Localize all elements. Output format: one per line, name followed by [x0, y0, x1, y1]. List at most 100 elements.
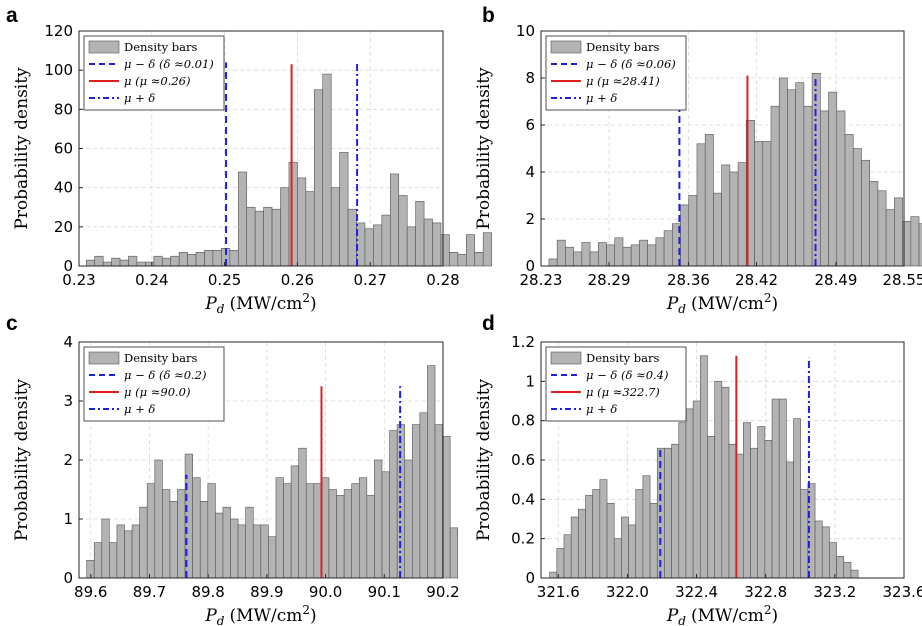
- histogram-bar: [389, 430, 398, 579]
- histogram-bar: [918, 223, 922, 267]
- histogram-bar: [102, 261, 112, 267]
- x-axis-label: Pd (MW/cm2): [204, 291, 316, 316]
- histogram-bar: [592, 489, 601, 579]
- histogram-bar: [128, 255, 138, 267]
- legend-swatch-bars: [88, 40, 120, 54]
- histogram-bar: [195, 251, 205, 267]
- histogram-bar: [894, 197, 903, 267]
- panel-b: 28.23 28.29 28.36 28.42 28.49 28.55 0 2 4 6 8 10 Pro…: [474, 22, 922, 316]
- histogram-bar: [275, 477, 284, 579]
- histogram-bar: [93, 542, 103, 579]
- histogram-bar: [680, 204, 690, 267]
- histogram-bar: [124, 530, 133, 579]
- histogram-bar: [94, 255, 104, 267]
- legend-label: μ (μ ≈90.0): [124, 385, 190, 399]
- histogram-bar: [153, 255, 163, 267]
- histogram-bar: [647, 244, 657, 267]
- histogram-bar: [793, 418, 802, 579]
- histogram-bar: [162, 489, 171, 579]
- histogram-bar: [628, 524, 637, 579]
- histogram-bar: [290, 465, 299, 579]
- histogram-bar: [358, 477, 368, 579]
- histogram-bar: [877, 190, 887, 267]
- histogram-bar: [642, 475, 651, 579]
- histogram-bar: [728, 443, 737, 579]
- x-tick-label: 89.8: [191, 583, 224, 601]
- histogram-bar: [178, 251, 188, 267]
- x-tick-label: 28.49: [814, 271, 857, 289]
- legend: Density bars μ − δ (δ ≈0.01) μ (μ ≈0.26) μ …: [83, 35, 225, 111]
- histogram-bar: [411, 424, 421, 579]
- histogram-bar: [482, 232, 492, 267]
- histogram-bar: [852, 148, 862, 267]
- y-tick-label: 0.4: [511, 490, 535, 508]
- histogram-bar: [635, 489, 644, 579]
- histogram-bar: [548, 258, 558, 267]
- histogram-bar: [613, 538, 622, 579]
- histogram-bar: [800, 489, 809, 579]
- y-tick-label: 2: [63, 451, 73, 469]
- histogram-bar: [597, 242, 607, 267]
- histogram-bar: [268, 536, 277, 579]
- histogram-bar: [910, 216, 920, 267]
- histogram-bar: [313, 483, 322, 579]
- legend-swatch-bars: [550, 40, 582, 54]
- histogram-bar: [366, 495, 375, 579]
- legend-swatch-bars: [88, 351, 120, 365]
- histogram-bar: [671, 443, 680, 579]
- histogram-bar: [347, 208, 357, 267]
- histogram-bar: [330, 187, 340, 267]
- histogram-bar: [664, 447, 672, 579]
- legend-label: μ + δ: [124, 402, 155, 416]
- histogram-bar: [764, 440, 773, 579]
- y-axis-label: Probability density: [474, 378, 494, 541]
- histogram-bar: [474, 251, 484, 267]
- panel-d: 321.6 322.0 322.4 322.8 323.2 323.6 0 0.2 0.4 0.6…: [474, 333, 922, 626]
- histogram-bar: [861, 159, 870, 267]
- legend-label: μ − δ (δ ≈0.2): [124, 368, 206, 382]
- x-tick-label: 0.25: [208, 271, 241, 289]
- y-tick-label: 3: [63, 392, 73, 410]
- histogram-bar: [563, 534, 572, 579]
- x-tick-label: 321.6: [537, 583, 580, 601]
- histogram-bar: [101, 518, 110, 579]
- histogram-bar: [254, 210, 264, 267]
- y-tick-label: 60: [54, 140, 73, 158]
- legend: Density bars μ − δ (δ ≈0.4) μ (μ ≈322.7) μ …: [545, 346, 687, 422]
- histogram-bar: [713, 192, 722, 267]
- y-tick-label: 1: [63, 510, 73, 528]
- histogram-bar: [655, 237, 665, 267]
- x-tick-label: 322.4: [675, 583, 718, 601]
- legend-label: Density bars: [124, 351, 198, 365]
- y-tick-label: 8: [525, 69, 535, 87]
- x-axis-label: Pd (MW/cm2): [666, 603, 778, 626]
- histogram-bar: [321, 477, 330, 579]
- histogram-bar: [263, 206, 273, 267]
- y-tick-label: 0: [525, 257, 535, 275]
- histogram-bar: [549, 571, 558, 579]
- histogram-bar: [434, 424, 443, 579]
- x-tick-label: 89.7: [133, 583, 166, 601]
- histogram-bar: [427, 365, 436, 579]
- histogram-bar: [177, 489, 186, 579]
- y-tick-label: 2: [525, 210, 535, 228]
- y-tick-label: 0.8: [511, 412, 535, 430]
- histogram-bar: [245, 506, 254, 579]
- y-tick-label: 40: [54, 179, 73, 197]
- histogram-bar: [440, 234, 450, 267]
- histogram-bar: [305, 191, 315, 267]
- histogram-bar: [714, 381, 723, 579]
- histogram-bar: [297, 177, 307, 267]
- histogram-bar: [795, 82, 805, 267]
- legend-label: Density bars: [586, 351, 660, 365]
- y-tick-label: 0: [525, 569, 535, 587]
- legend-label: μ + δ: [586, 402, 617, 416]
- histogram-bar: [119, 259, 129, 267]
- histogram-bar: [85, 259, 96, 267]
- y-tick-label: 20: [54, 218, 73, 236]
- histogram-bar: [260, 524, 269, 579]
- legend-label: μ (μ ≈0.26): [124, 74, 190, 88]
- x-tick-label: 90.0: [309, 583, 342, 601]
- x-tick-label: 0.28: [426, 271, 459, 289]
- histogram-bar: [283, 483, 292, 579]
